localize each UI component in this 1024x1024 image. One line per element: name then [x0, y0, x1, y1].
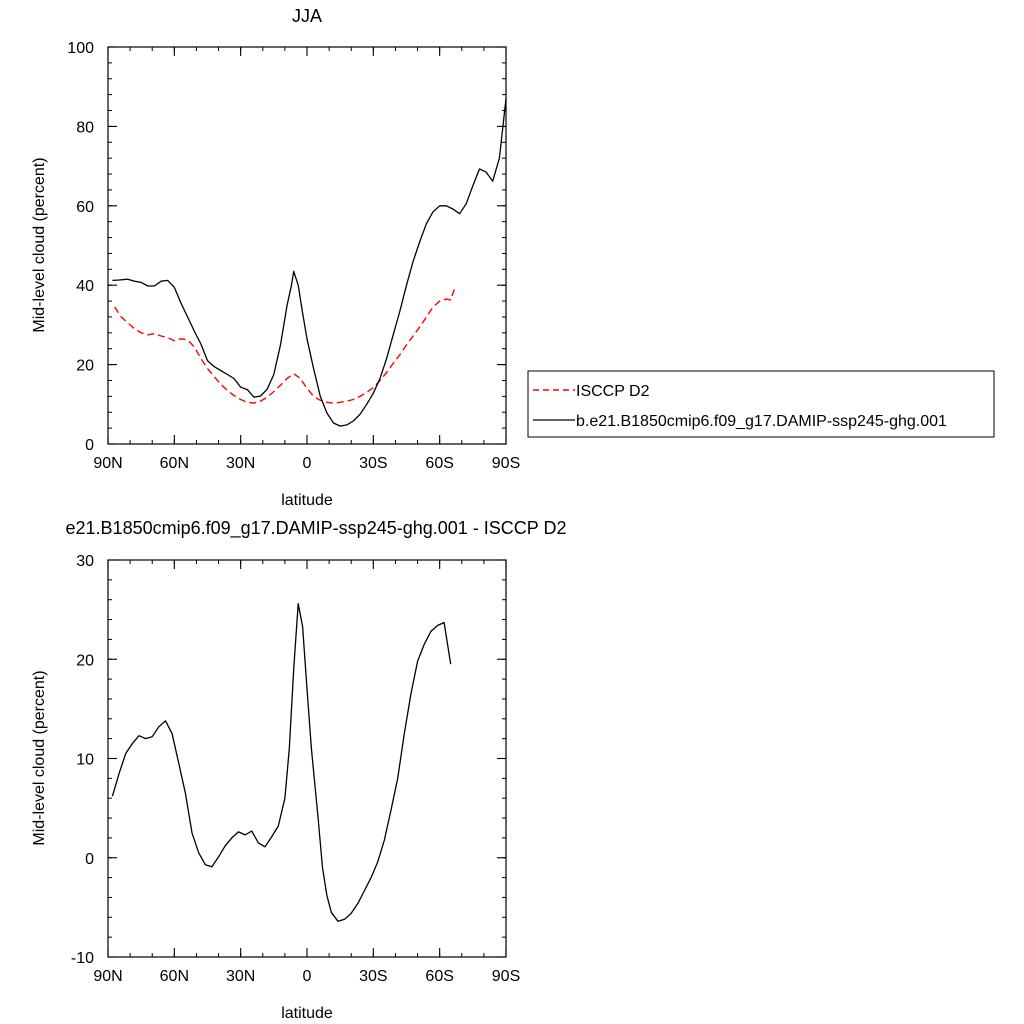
y-tick-label: 10 [76, 752, 94, 769]
x-tick-label: 0 [303, 455, 312, 472]
legend-label-model: b.e21.B1850cmip6.f09_g17.DAMIP-ssp245-gh… [576, 413, 947, 430]
x-tick-label: 30S [359, 455, 387, 472]
y-tick-label: -10 [71, 950, 94, 967]
x-tick-label: 30S [359, 968, 387, 985]
plot-bottom: e21.B1850cmip6.f09_g17.DAMIP-ssp245-ghg.… [31, 518, 566, 1022]
x-tick-label: 30N [226, 968, 255, 985]
legend-box [527, 370, 995, 438]
x-tick-label: 90S [492, 455, 520, 472]
x-tick-label: 0 [303, 968, 312, 985]
x-tick-label: 90N [93, 968, 122, 985]
x-tick-label: 90N [93, 455, 122, 472]
x-tick-label: 60S [425, 968, 453, 985]
series-line-model [112, 98, 507, 427]
x-tick-label: 60S [425, 455, 453, 472]
y-tick-label: 80 [76, 119, 94, 136]
y-axis-label-top: Mid-level cloud (percent) [31, 157, 48, 332]
x-tick-label: 30N [226, 455, 255, 472]
x-tick-label: 60N [160, 455, 189, 472]
series-line-difference [111, 603, 452, 922]
legend-label-isccp: ISCCP D2 [576, 383, 650, 400]
y-tick-label: 20 [76, 358, 94, 375]
legend: ISCCP D2 b.e21.B1850cmip6.f09_g17.DAMIP-… [527, 370, 995, 438]
x-tick-label: 60N [160, 968, 189, 985]
y-axis-label-bottom: Mid-level cloud (percent) [31, 670, 48, 845]
y-tick-label: 30 [76, 553, 94, 570]
chart-title-bottom: e21.B1850cmip6.f09_g17.DAMIP-ssp245-ghg.… [66, 518, 567, 539]
x-tick-label: 90S [492, 968, 520, 985]
y-tick-label: 0 [85, 437, 94, 454]
y-tick-label: 40 [76, 278, 94, 295]
plot-frame-top [107, 46, 507, 445]
x-axis-label-bottom: latitude [281, 1005, 333, 1022]
plot-top: JJA 90N 60N 30N 0 30S 60S 90S 0 20 40 60 80 100 lat… [31, 6, 520, 509]
plot-frame-bottom [107, 559, 507, 958]
y-tick-label: 100 [67, 40, 94, 57]
y-tick-label: 20 [76, 652, 94, 669]
y-tick-label: 0 [85, 851, 94, 868]
y-tick-label: 60 [76, 199, 94, 216]
chart-title-top: JJA [292, 6, 322, 26]
series-line-isccp [114, 286, 456, 404]
x-axis-label-top: latitude [281, 492, 333, 509]
